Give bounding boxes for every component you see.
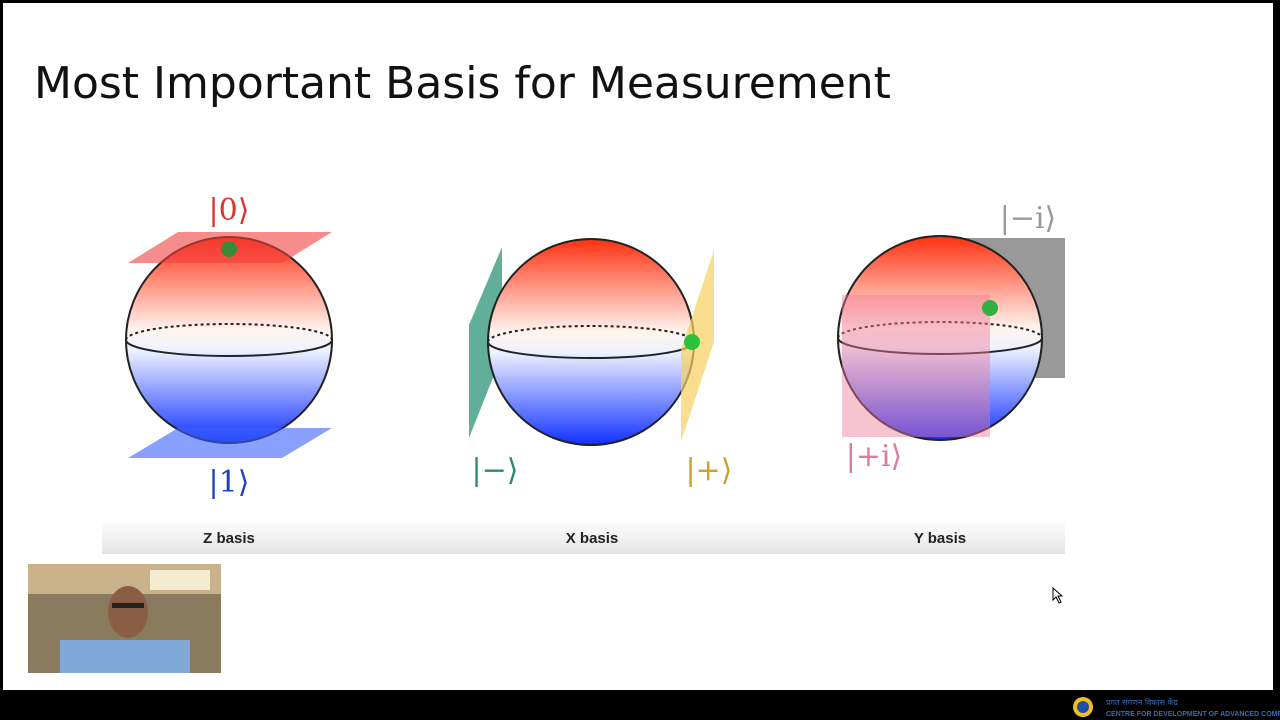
z-basis-diagram [125, 232, 333, 458]
footer-hindi: प्रगत संगणन विकास केंद्र [1106, 697, 1179, 707]
panel-caption: Y basis [914, 530, 966, 547]
panel-caption: Z basis [203, 530, 255, 547]
mouse-cursor [1052, 586, 1064, 604]
footer-logo [1073, 697, 1093, 717]
ket-label: |−i⟩ [1000, 201, 1057, 236]
webcam-thumbnail [28, 564, 221, 673]
panel-caption: X basis [566, 530, 619, 547]
x-basis-diagram [469, 238, 714, 446]
footer-english: CENTRE FOR DEVELOPMENT OF ADVANCED COMPU… [1106, 711, 1280, 718]
slide-title: Most Important Basis for Measurement [34, 58, 891, 109]
ket-label: |0⟩ [209, 193, 250, 228]
ket-label: |1⟩ [209, 465, 250, 500]
ket-label: |+⟩ [686, 453, 733, 488]
ket-label: |−⟩ [472, 453, 519, 488]
caption-band [102, 520, 1065, 554]
ket-label: |+i⟩ [846, 439, 903, 474]
y-basis-diagram [837, 235, 1065, 441]
